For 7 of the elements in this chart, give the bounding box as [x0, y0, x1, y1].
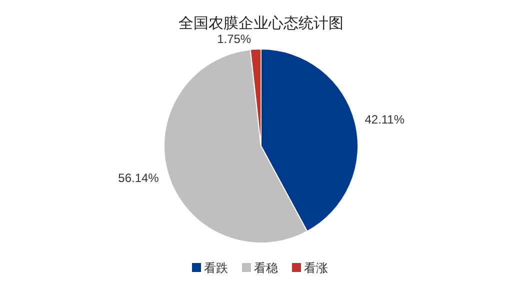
legend-label: 看涨: [304, 261, 328, 275]
legend-label: 看跌: [204, 261, 228, 275]
data-label: 1.75%: [217, 32, 252, 46]
data-label: 42.11%: [364, 112, 405, 127]
legend-label: 看稳: [254, 261, 278, 275]
data-label: 56.14%: [118, 170, 160, 185]
chart-title: 全国农膜企业心态统计图: [178, 15, 344, 32]
